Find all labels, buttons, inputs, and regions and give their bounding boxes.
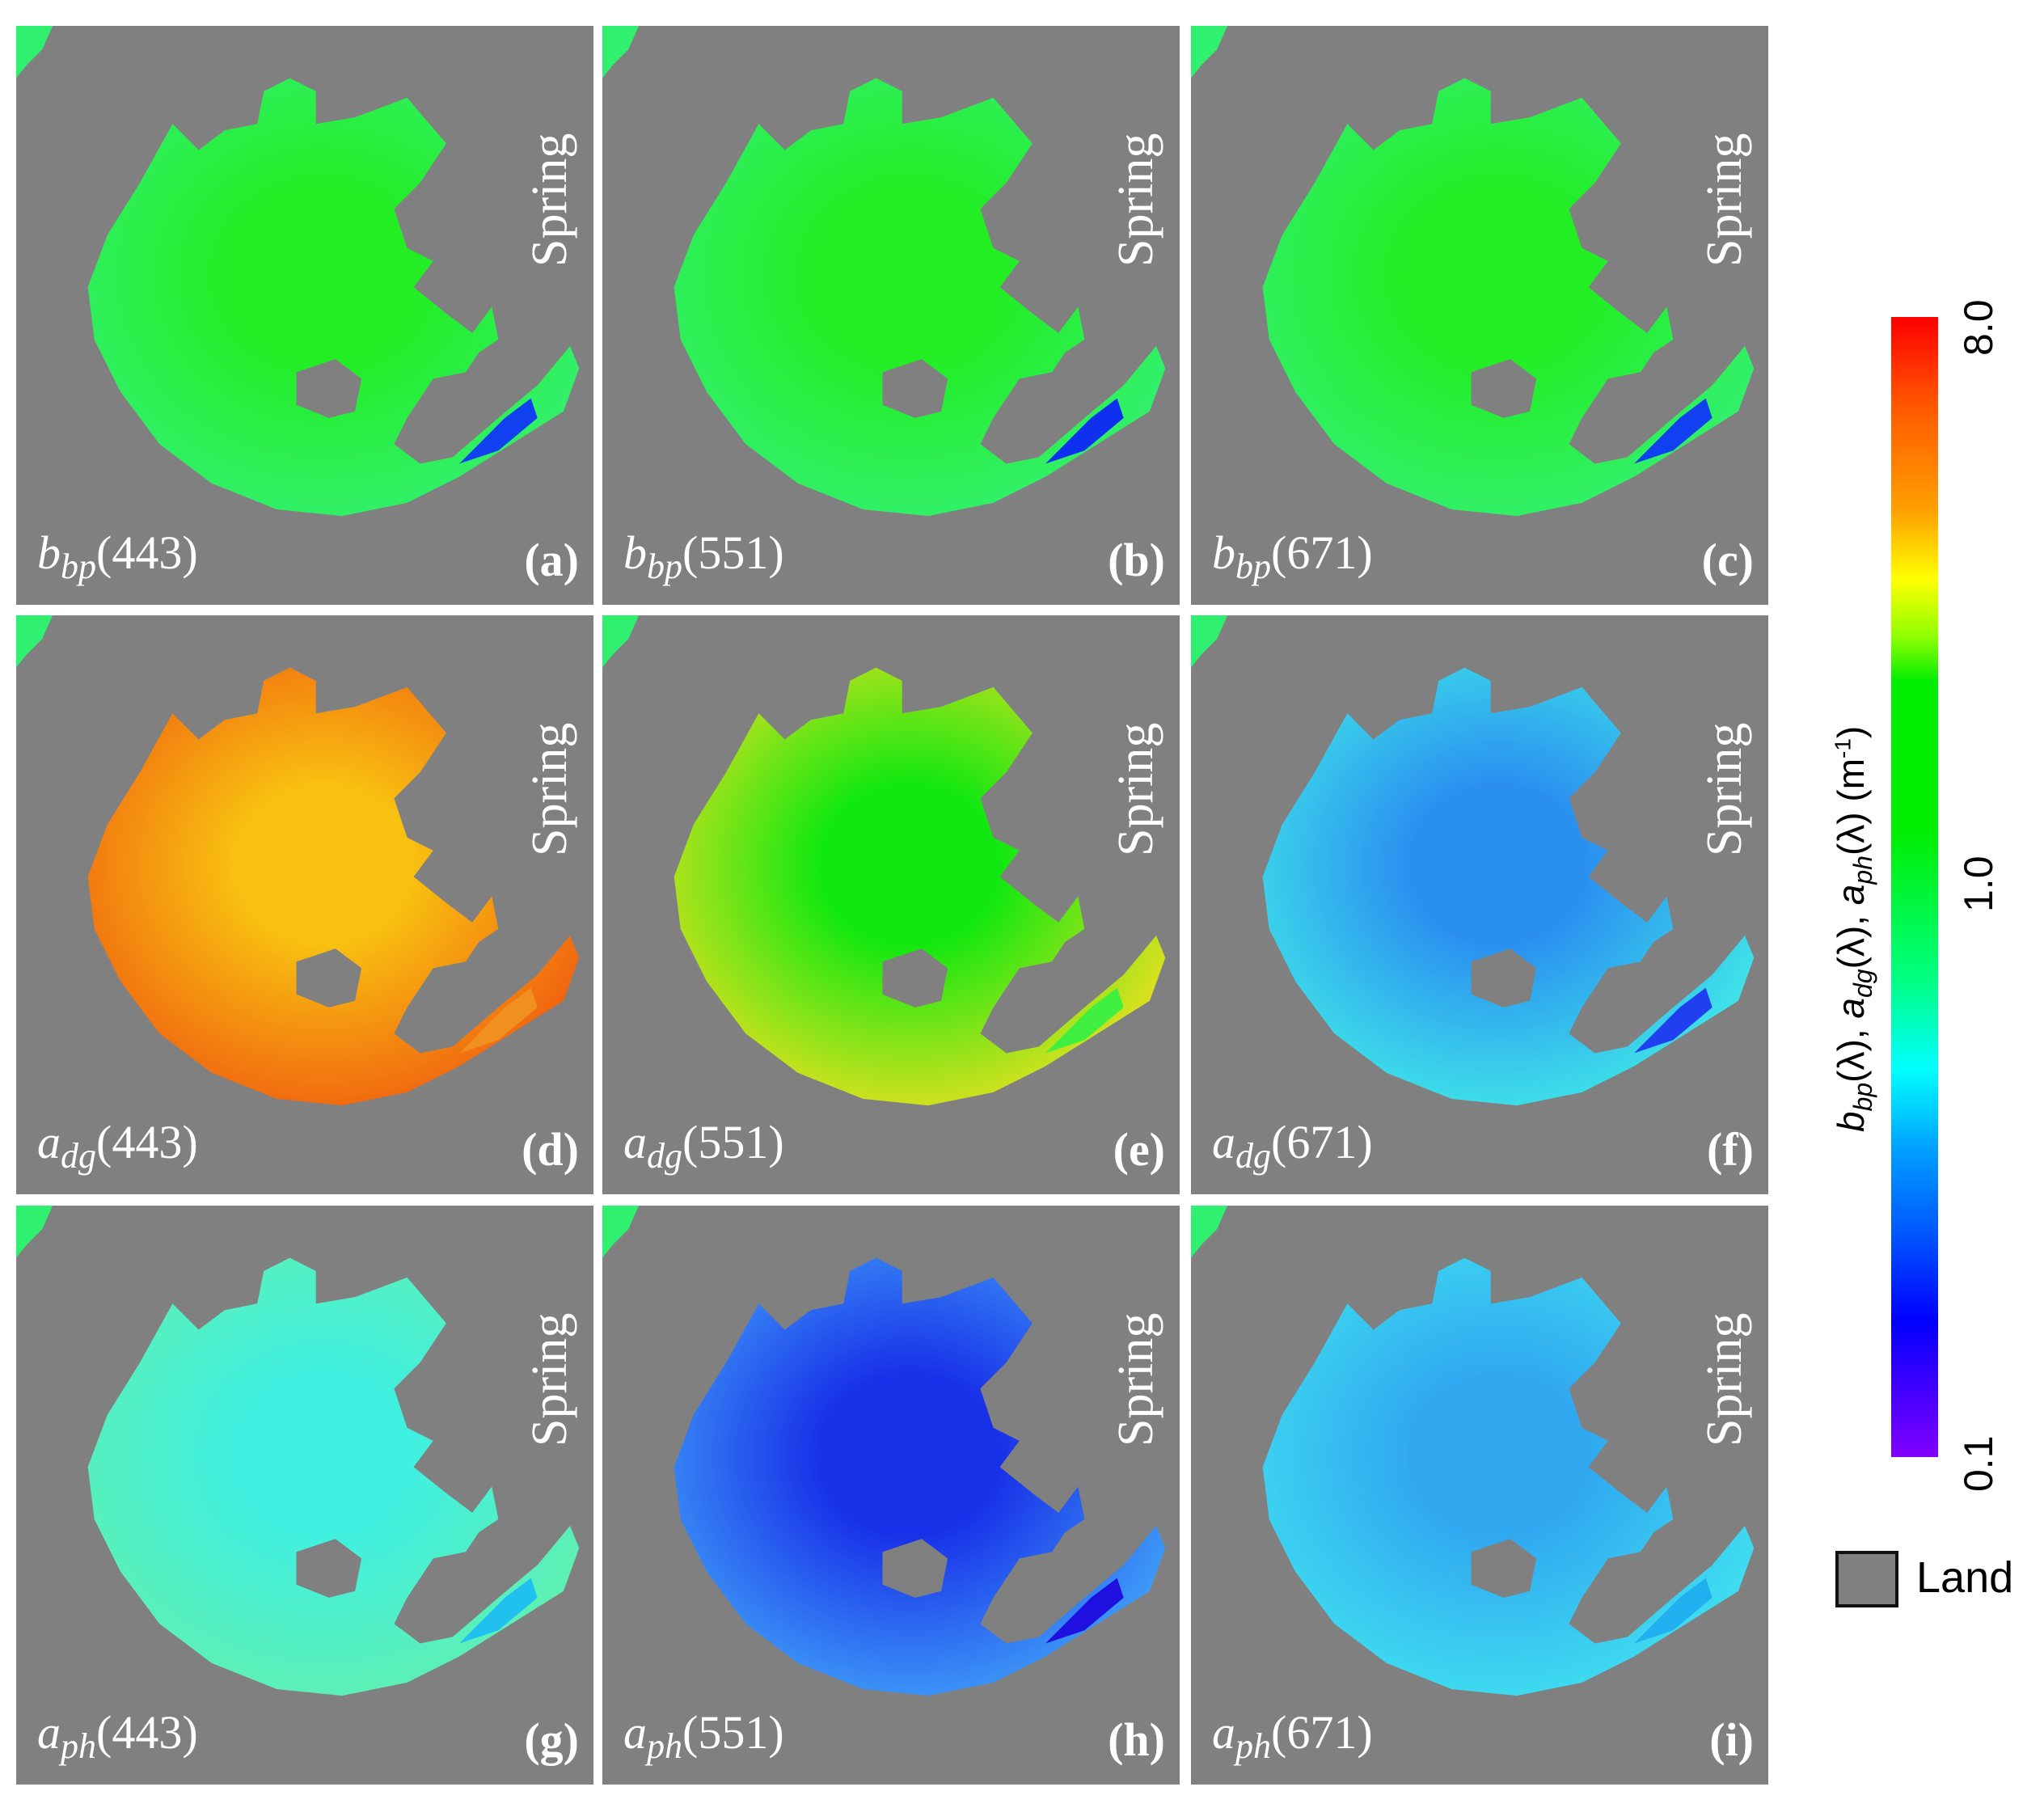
corner-water: [1191, 1206, 1228, 1258]
map-panel: Spring aph(443) (g): [16, 1206, 593, 1785]
variable-label: bbp(443): [37, 526, 198, 586]
colorbar-tick-mid: 1.0: [1956, 855, 2001, 912]
lake-map: [1191, 26, 1755, 517]
bay-patch: [1045, 1578, 1124, 1644]
bay-patch: [458, 1578, 538, 1644]
panel-letter: (e): [1113, 1123, 1165, 1176]
lake-water: [87, 1257, 580, 1696]
season-label: Spring: [522, 133, 577, 267]
lake-map: [602, 26, 1166, 517]
corner-water: [602, 615, 640, 668]
variable-label: bbp(551): [623, 526, 784, 586]
season-label: Spring: [522, 1312, 577, 1447]
variable-label: aph(551): [623, 1706, 784, 1766]
panel-letter: (f): [1707, 1123, 1754, 1176]
bay-patch: [1633, 1578, 1712, 1644]
bay-patch: [1633, 987, 1712, 1054]
colorbar-label: bbp(λ), adg(λ), aph(λ) (m-1): [1830, 725, 1878, 1132]
lake-water: [1262, 78, 1755, 517]
variable-label: aph(671): [1212, 1706, 1373, 1766]
lake-water: [1262, 1257, 1755, 1696]
colorbar: [1891, 317, 1938, 1457]
bay-patch: [1045, 987, 1124, 1054]
lake-water: [1262, 667, 1755, 1106]
season-label: Spring: [1109, 133, 1163, 267]
map-panel: Spring aph(551) (h): [602, 1206, 1180, 1785]
lake-water: [674, 1257, 1166, 1696]
variable-label: adg(443): [37, 1116, 198, 1176]
lake-map: [1191, 1206, 1755, 1696]
lake-water: [674, 667, 1166, 1106]
season-label: Spring: [1697, 722, 1752, 856]
bay-patch: [458, 398, 538, 464]
land-legend-label: Land: [1916, 1553, 2014, 1602]
panel-letter: (a): [524, 534, 579, 586]
variable-label: adg(671): [1212, 1116, 1373, 1176]
corner-water: [16, 26, 53, 78]
season-label: Spring: [1109, 1312, 1163, 1447]
corner-water: [602, 1206, 640, 1258]
map-panel: Spring bbp(671) (c): [1191, 26, 1768, 605]
corner-water: [1191, 26, 1228, 78]
map-panel: Spring bbp(443) (a): [16, 26, 593, 605]
lake-map: [602, 1206, 1166, 1696]
map-panel: Spring adg(671) (f): [1191, 615, 1768, 1194]
map-panel: Spring bbp(551) (b): [602, 26, 1180, 605]
map-panel: Spring adg(551) (e): [602, 615, 1180, 1194]
panel-letter: (d): [522, 1123, 579, 1176]
lake-map: [1191, 615, 1755, 1106]
bay-patch: [458, 987, 538, 1054]
season-label: Spring: [1697, 1312, 1752, 1447]
variable-label: aph(443): [37, 1706, 198, 1766]
lake-water: [87, 78, 580, 517]
season-label: Spring: [1109, 722, 1163, 856]
corner-water: [16, 1206, 53, 1258]
season-label: Spring: [522, 722, 577, 856]
lake-map: [602, 615, 1166, 1106]
map-panel: Spring adg(443) (d): [16, 615, 593, 1194]
map-panel: Spring aph(671) (i): [1191, 1206, 1768, 1785]
colorbar-tick-min: 0.1: [1956, 1435, 2001, 1492]
panel-letter: (c): [1701, 534, 1754, 586]
lake-map: [16, 1206, 580, 1696]
panel-letter: (g): [524, 1713, 579, 1766]
colorbar-tick-max: 8.0: [1956, 299, 2001, 356]
bay-patch: [1045, 398, 1124, 464]
panel-letter: (i): [1709, 1713, 1754, 1766]
corner-water: [602, 26, 640, 78]
corner-water: [16, 615, 53, 668]
season-label: Spring: [1697, 133, 1752, 267]
panel-letter: (h): [1108, 1713, 1165, 1766]
variable-label: adg(551): [623, 1116, 784, 1176]
lake-water: [87, 667, 580, 1106]
bay-patch: [1633, 398, 1712, 464]
variable-label: bbp(671): [1212, 526, 1373, 586]
lake-water: [674, 78, 1166, 517]
lake-map: [16, 26, 580, 517]
corner-water: [1191, 615, 1228, 668]
lake-map: [16, 615, 580, 1106]
panel-letter: (b): [1108, 534, 1165, 586]
land-legend-swatch: [1835, 1551, 1898, 1607]
